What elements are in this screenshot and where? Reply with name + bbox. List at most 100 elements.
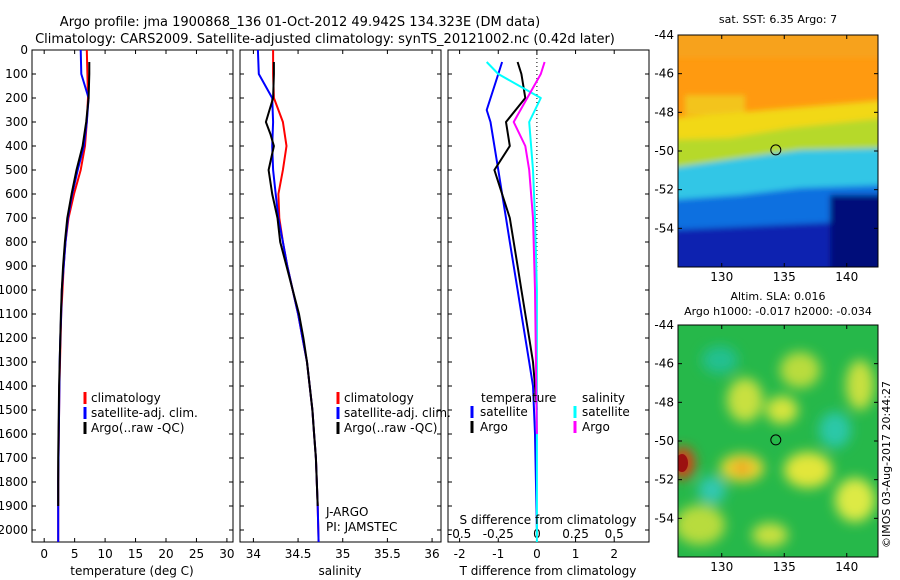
map-x-tick-label: 140 [835, 560, 858, 574]
legend-argo-label: Argo(..raw -QC) [344, 421, 437, 435]
map-y-tick-label: -48 [654, 395, 674, 409]
depth-tick-label: 1700 [0, 451, 28, 465]
salinity-satellite-line [485, 61, 542, 542]
x-tick-label: 0 [40, 547, 48, 561]
difference-series [485, 61, 546, 542]
legend-temperature-argo-label: Argo [480, 420, 508, 434]
depth-tick-label: 1500 [0, 403, 28, 417]
x-tick-label: 25 [189, 547, 204, 561]
legend-salinity-heading: salinity [582, 391, 625, 405]
sst-argo-marker [770, 144, 782, 156]
map-x-tick-label: 135 [773, 560, 796, 574]
figure-title-line1: Argo profile: jma 1900868_136 01-Oct-201… [60, 15, 540, 30]
temperature-axes: 0100200300400500600700800900100011001200… [0, 43, 235, 561]
depth-tick-label: 1800 [0, 475, 28, 489]
depth-tick-label: 800 [5, 235, 28, 249]
sla-yellow-patch [784, 452, 832, 488]
depth-tick-label: 900 [5, 259, 28, 273]
temperature-satellite-line [485, 61, 538, 531]
map-y-tick-label: -50 [654, 434, 674, 448]
depth-tick-label: 1400 [0, 379, 28, 393]
salinity-argo-line [512, 61, 546, 435]
sla-cyan-patch [702, 346, 738, 374]
depth-tick-label: 100 [5, 67, 28, 81]
difference-panel-frame [447, 49, 650, 543]
sst-map-axes: 130 135 140 -44 -46 -48 -50 -52 -54 [654, 28, 878, 284]
legend-salinity-argo-label: Argo [582, 420, 610, 434]
sla-map-image [678, 325, 878, 557]
map-y-tick-label: -50 [654, 144, 674, 158]
x-tick-label: 15 [128, 547, 143, 561]
sla-yellow-patch [835, 478, 875, 522]
map-x-tick-label: 140 [835, 270, 858, 284]
legend-argo-label: Argo(..raw -QC) [91, 421, 184, 435]
sst-warm-band [678, 35, 878, 58]
argo-raw-qc--line [57, 62, 91, 506]
depth-tick-label: 200 [5, 91, 28, 105]
sst-warm-patch [685, 95, 745, 115]
sla-orange-patch [732, 461, 752, 475]
map-y-tick-label: -46 [654, 67, 674, 81]
map-y-tick-label: -44 [654, 318, 674, 332]
sla-yellow-patch [752, 523, 788, 547]
secondary-x-tick-label: -0.5 [448, 527, 471, 541]
difference-secondary-xlabel: S difference from climatology [460, 513, 637, 527]
x-tick-label: 34.5 [285, 547, 312, 561]
difference-xlabel: T difference from climatology [459, 564, 637, 578]
map-x-tick-label: 130 [710, 560, 733, 574]
map-y-tick-label: -44 [654, 28, 674, 42]
temperature-xlabel: temperature (deg C) [70, 564, 193, 578]
depth-tick-label: 600 [5, 187, 28, 201]
depth-tick-label: 1200 [0, 331, 28, 345]
sst-map-image [678, 35, 878, 267]
sla-yellow-patch [678, 505, 725, 545]
salinity-panel-frame [239, 49, 442, 543]
legend-salinity-satellite-label: satellite [582, 405, 630, 419]
x-tick-label: 34 [246, 547, 261, 561]
depth-tick-label: 1600 [0, 427, 28, 441]
sla-yellow-patch [766, 396, 798, 424]
x-tick-label: 2 [610, 547, 618, 561]
map-y-tick-label: -48 [654, 105, 674, 119]
secondary-x-tick-label: -0.25 [483, 527, 514, 541]
depth-tick-label: 500 [5, 163, 28, 177]
x-tick-label: 30 [219, 547, 234, 561]
map-x-tick-label: 130 [710, 270, 733, 284]
pi-annotation-program: J-ARGO [325, 505, 368, 519]
x-tick-label: 20 [158, 547, 173, 561]
x-tick-label: 36 [424, 547, 439, 561]
argo-raw-qc--line [264, 62, 319, 507]
map-y-tick-label: -46 [654, 357, 674, 371]
pi-annotation-pi: PI: JAMSTEC [326, 520, 397, 534]
sla-yellow-patch [780, 352, 820, 388]
depth-tick-label: 1900 [0, 499, 28, 513]
legend-climatology-label: climatology [91, 391, 161, 405]
legend-temperature-heading: temperature [481, 391, 556, 405]
map-y-tick-label: -54 [654, 221, 674, 235]
temperature-series [57, 50, 91, 542]
x-tick-label: 35 [335, 547, 350, 561]
x-tick-label: 1 [572, 547, 580, 561]
imos-credit: ©IMOS 03-Aug-2017 20:44:27 [880, 381, 893, 548]
sst-cold-core [830, 195, 878, 267]
x-tick-label: -1 [492, 547, 504, 561]
figure-title-line2: Climatology: CARS2009. Satellite-adjuste… [35, 32, 615, 47]
legend-satellite-label: satellite-adj. clim. [91, 406, 198, 420]
x-tick-label: 10 [97, 547, 112, 561]
temperature-argo-line [493, 61, 538, 411]
map-x-tick-label: 135 [773, 270, 796, 284]
sla-map-axes: 130 135 140 -44 -46 -48 -50 -52 -54 [654, 318, 878, 574]
depth-tick-label: 1300 [0, 355, 28, 369]
sst-deep-band [678, 220, 878, 267]
salinity-legend: climatology satellite-adj. clim. Argo(..… [336, 391, 451, 435]
sla-cyan-patch [698, 476, 726, 504]
depth-tick-label: 400 [5, 139, 28, 153]
sst-green-band [678, 118, 878, 169]
depth-tick-label: 2000 [0, 523, 28, 537]
depth-tick-label: 700 [5, 211, 28, 225]
temperature-legend: climatology satellite-adj. clim. Argo(..… [83, 391, 198, 435]
x-tick-label: -2 [454, 547, 466, 561]
legend-temperature-satellite-label: satellite [480, 405, 528, 419]
depth-tick-label: 1000 [0, 283, 28, 297]
